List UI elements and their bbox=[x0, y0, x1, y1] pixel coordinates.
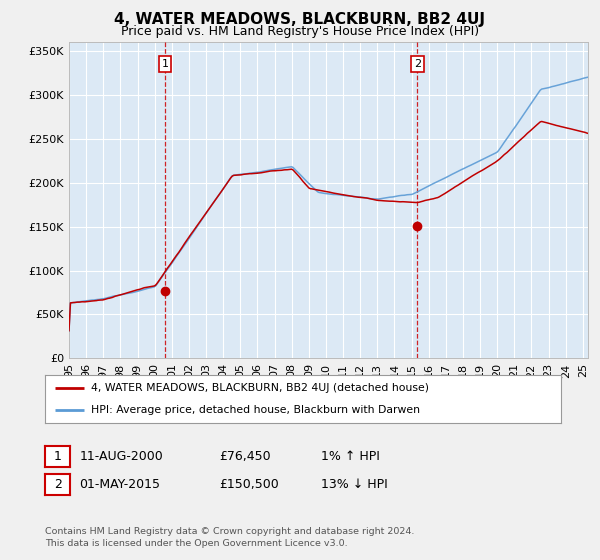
Text: 13% ↓ HPI: 13% ↓ HPI bbox=[321, 478, 388, 491]
Text: Price paid vs. HM Land Registry's House Price Index (HPI): Price paid vs. HM Land Registry's House … bbox=[121, 25, 479, 38]
Text: Contains HM Land Registry data © Crown copyright and database right 2024.
This d: Contains HM Land Registry data © Crown c… bbox=[45, 527, 415, 548]
Text: 1: 1 bbox=[162, 59, 169, 69]
Text: 1% ↑ HPI: 1% ↑ HPI bbox=[321, 450, 380, 463]
Text: 2: 2 bbox=[53, 478, 62, 491]
Text: HPI: Average price, detached house, Blackburn with Darwen: HPI: Average price, detached house, Blac… bbox=[91, 405, 421, 415]
Text: 4, WATER MEADOWS, BLACKBURN, BB2 4UJ: 4, WATER MEADOWS, BLACKBURN, BB2 4UJ bbox=[115, 12, 485, 27]
Text: 2: 2 bbox=[413, 59, 421, 69]
Text: 01-MAY-2015: 01-MAY-2015 bbox=[79, 478, 160, 491]
Text: £76,450: £76,450 bbox=[219, 450, 271, 463]
Text: 4, WATER MEADOWS, BLACKBURN, BB2 4UJ (detached house): 4, WATER MEADOWS, BLACKBURN, BB2 4UJ (de… bbox=[91, 383, 430, 393]
Text: 11-AUG-2000: 11-AUG-2000 bbox=[79, 450, 163, 463]
Text: 1: 1 bbox=[53, 450, 62, 463]
Text: £150,500: £150,500 bbox=[219, 478, 279, 491]
